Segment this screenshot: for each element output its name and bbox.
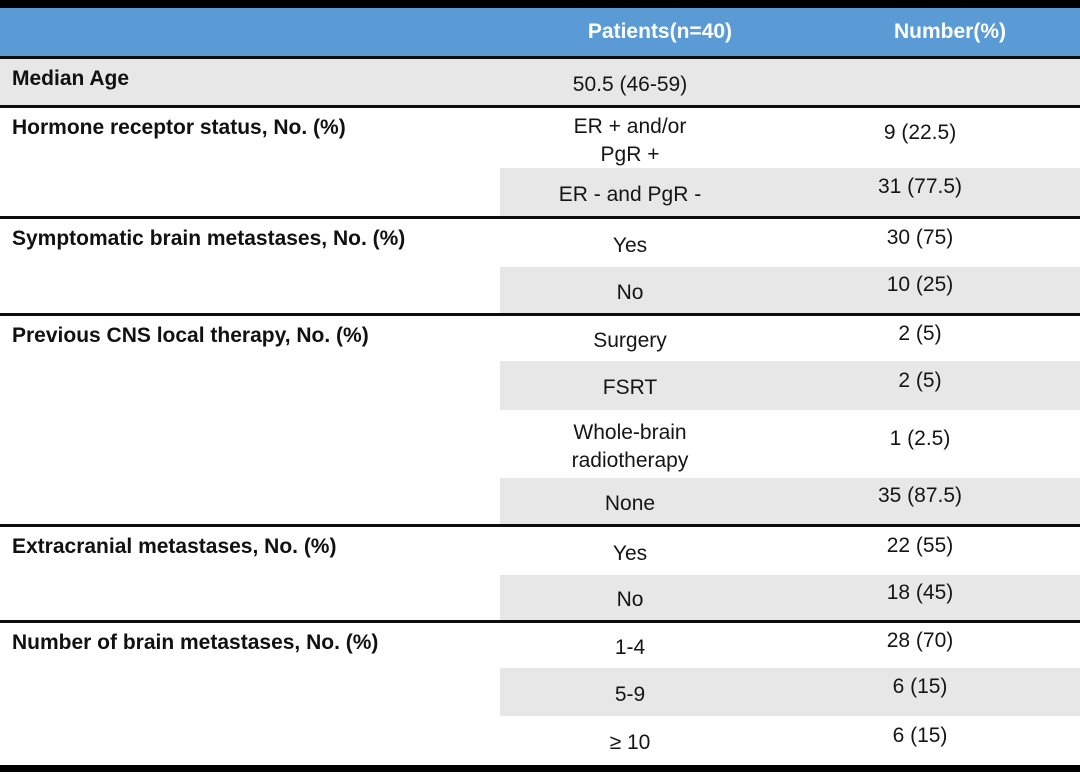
table-header-row: Patients(n=40) Number(%) [0, 8, 1080, 59]
value-cell: 9 (22.5) [883, 121, 957, 144]
category-cell: No [616, 588, 644, 612]
header-patients-cell: Patients(n=40) [587, 20, 733, 43]
value-cell: 18 (45) [886, 580, 954, 604]
category-cell: 5-9 [614, 682, 646, 706]
table-row: 1-4 28 (70) [500, 623, 1080, 668]
value-cell: 6 (15) [892, 723, 948, 747]
value-cell: 28 (70) [886, 628, 954, 652]
category-cell: Surgery [593, 329, 667, 353]
table-row: 5-9 6 (15) [500, 668, 1080, 716]
section-number-of-brain-metastases: Number of brain metastases, No. (%) 1-4 … [0, 623, 1080, 772]
section-median-age: Median Age 50.5 (46-59) [0, 59, 1080, 108]
category-cell: Yes [612, 233, 648, 257]
header-empty-cell [0, 8, 500, 56]
value-cell [760, 59, 1080, 105]
value-cell: 30 (75) [886, 226, 954, 249]
category-cell: ER + and/or PgR + [573, 114, 687, 166]
section-hormone-receptor-status: Hormone receptor status, No. (%) ER + an… [0, 108, 1080, 219]
value-cell: 2 (5) [898, 368, 942, 392]
table-row: Whole-brain radiotherapy 1 (2.5) [500, 410, 1080, 478]
category-cell: Whole-brain radiotherapy [571, 420, 689, 472]
table-row: Surgery 2 (5) [500, 316, 1080, 361]
category-cell: None [604, 491, 656, 515]
value-cell: 35 (87.5) [877, 484, 963, 507]
row-label: Symptomatic brain metastases, No. (%) [12, 227, 406, 250]
table-row: No 18 (45) [500, 575, 1080, 620]
table-row: FSRT 2 (5) [500, 361, 1080, 410]
category-cell: 1-4 [614, 636, 646, 660]
value-cell: 22 (55) [886, 534, 954, 557]
value-cell: 1 (2.5) [889, 427, 951, 450]
header-number-cell: Number(%) [893, 20, 1006, 43]
section-previous-cns-local-therapy: Previous CNS local therapy, No. (%) Surg… [0, 316, 1080, 527]
category-cell: No [616, 280, 644, 304]
value-cell: 31 (77.5) [877, 175, 963, 198]
table-row: Yes 30 (75) [500, 219, 1080, 267]
section-extracranial-metastases: Extracranial metastases, No. (%) Yes 22 … [0, 527, 1080, 623]
table-row: ER - and PgR - 31 (77.5) [500, 168, 1080, 216]
table-row: No 10 (25) [500, 267, 1080, 313]
category-cell: ER - and PgR - [558, 182, 702, 206]
table-row: ≥ 10 6 (15) [500, 716, 1080, 765]
value-cell: 10 (25) [886, 273, 954, 296]
table-row: None 35 (87.5) [500, 478, 1080, 524]
category-cell: Yes [612, 541, 648, 565]
row-label: Hormone receptor status, No. (%) [12, 116, 346, 139]
row-label: Number of brain metastases, No. (%) [12, 631, 379, 654]
table-row: Yes 22 (55) [500, 527, 1080, 575]
value-cell: 2 (5) [898, 321, 942, 345]
category-cell: FSRT [602, 376, 658, 400]
row-label: Median Age [12, 67, 130, 90]
section-symptomatic-brain-metastases: Symptomatic brain metastases, No. (%) Ye… [0, 219, 1080, 316]
category-cell: 50.5 (46-59) [572, 72, 688, 96]
row-label: Extracranial metastases, No. (%) [12, 535, 337, 558]
table-row: 50.5 (46-59) [500, 59, 1080, 105]
table-row: ER + and/or PgR + 9 (22.5) [500, 108, 1080, 168]
category-cell: ≥ 10 [609, 731, 651, 755]
row-label: Previous CNS local therapy, No. (%) [12, 324, 369, 347]
value-cell: 6 (15) [892, 675, 948, 698]
